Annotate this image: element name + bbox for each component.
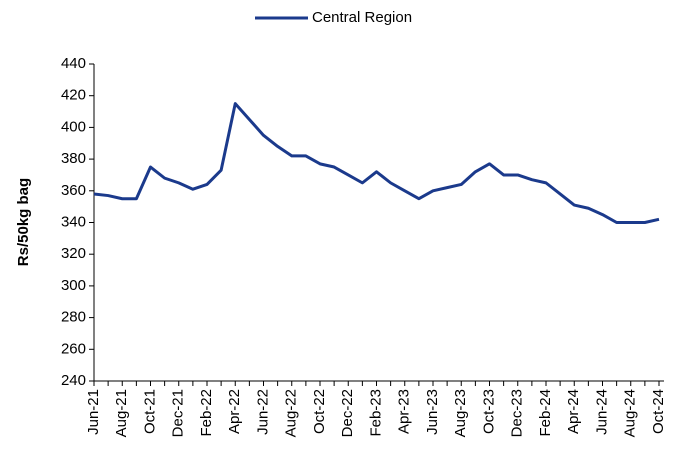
y-tick-label: 380 [61, 150, 86, 167]
y-tick-label: 420 [61, 87, 86, 104]
y-tick-label: 300 [61, 277, 86, 294]
y-tick-label: 320 [61, 245, 86, 262]
x-tick-label: Aug-22 [283, 389, 300, 437]
x-tick-label: Apr-22 [226, 389, 243, 434]
series-line [93, 102, 660, 224]
x-tick-label: Oct-21 [141, 389, 158, 434]
y-tick-label: 400 [61, 118, 86, 135]
y-axis-title: Rs/50kg bag [15, 178, 32, 266]
x-tick-label: Aug-23 [452, 389, 469, 437]
x-tick-label: Oct-23 [480, 389, 497, 434]
y-tick-label: 280 [61, 309, 86, 326]
x-tick-label: Dec-23 [509, 389, 526, 437]
x-tick-label: Oct-24 [650, 389, 667, 434]
x-tick-label: Jun-22 [254, 389, 271, 435]
x-tick-label: Aug-21 [113, 389, 130, 437]
x-tick-label: Apr-24 [565, 389, 582, 434]
x-tick-label: Aug-24 [622, 389, 639, 437]
x-tick-label: Jun-21 [85, 389, 102, 435]
x-tick-label: Jun-23 [424, 389, 441, 435]
y-tick-label: 340 [61, 213, 86, 230]
x-tick-label: Feb-22 [198, 389, 215, 437]
x-tick-label: Jun-24 [593, 389, 610, 435]
y-tick-label: 360 [61, 182, 86, 199]
x-tick-label: Feb-24 [537, 389, 554, 437]
y-tick-label: 240 [61, 372, 86, 389]
x-tick-label: Apr-23 [396, 389, 413, 434]
y-tick-label: 260 [61, 340, 86, 357]
x-tick-label: Dec-22 [339, 389, 356, 437]
x-tick-label: Dec-21 [170, 389, 187, 437]
y-tick-label: 440 [61, 55, 86, 72]
x-tick-label: Oct-22 [311, 389, 328, 434]
legend-label: Central Region [312, 9, 412, 26]
x-tick-label: Feb-23 [367, 389, 384, 437]
